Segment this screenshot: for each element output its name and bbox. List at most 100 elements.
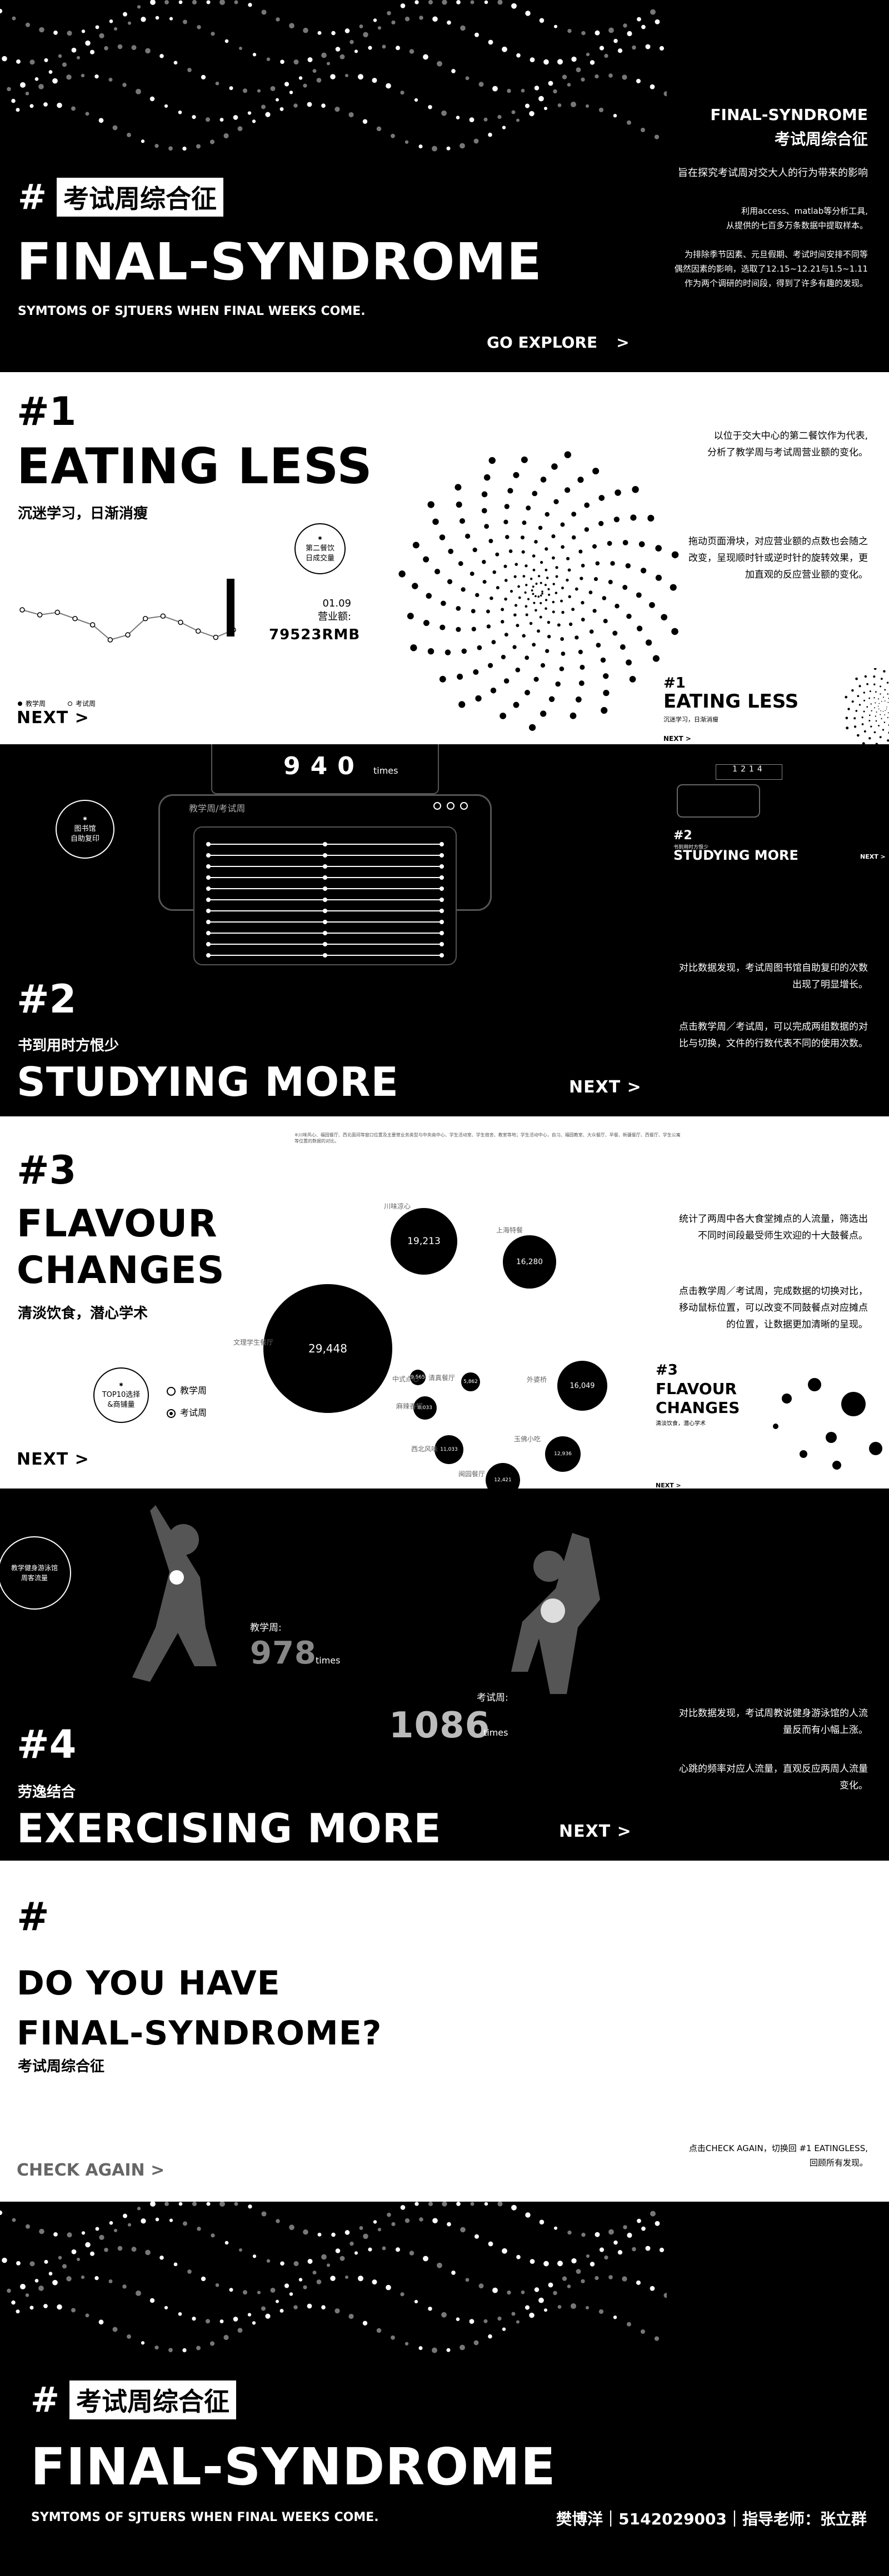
- pattern-dot: [543, 107, 548, 111]
- pattern-dot: [62, 2264, 67, 2269]
- pattern-dot: [567, 2284, 571, 2288]
- spiral-dot: [671, 628, 678, 635]
- pattern-dot: [373, 18, 377, 22]
- bubble[interactable]: 8,033: [413, 1396, 437, 1420]
- date-value: 01.09: [322, 598, 351, 609]
- pattern-dot: [655, 19, 660, 24]
- para-line: 回顾所有发现。: [809, 2158, 868, 2168]
- pattern-dot: [423, 54, 428, 60]
- pattern-dot: [460, 25, 466, 31]
- spiral-dot: [426, 593, 432, 599]
- next-button[interactable]: NEXT >: [17, 708, 89, 728]
- line-dot: [439, 931, 444, 935]
- revenue-value: 79523RMB: [269, 627, 361, 643]
- pattern-dot: [196, 2346, 201, 2351]
- pattern-dot: [404, 16, 410, 22]
- pattern-dot: [85, 40, 91, 46]
- right-intro: 旨在探究考试周对交大人的行为带来的影响: [678, 167, 868, 179]
- pattern-dot: [2, 2257, 7, 2263]
- spiral-dot: [533, 602, 536, 604]
- pattern-dot: [636, 2280, 641, 2285]
- section-subtitle: 清淡饮食，潜心学术: [18, 1305, 148, 1322]
- pattern-dot: [567, 83, 571, 87]
- bubble[interactable]: 12,936: [545, 1436, 581, 1472]
- pattern-dot: [362, 2321, 368, 2326]
- bubble[interactable]: 16,280: [503, 1235, 556, 1289]
- studying-more-thumbnail[interactable]: 1214 #2 书到用时方恨少 STUDYING MORE NEXT >: [671, 764, 889, 864]
- bubble[interactable]: 16,049: [557, 1361, 607, 1411]
- spiral-dot: [540, 560, 543, 564]
- spiral-dot: [863, 730, 866, 733]
- pattern-dot: [543, 2308, 548, 2312]
- pattern-dot: [104, 46, 108, 51]
- spiral-dot: [553, 499, 559, 504]
- pattern-dot: [20, 2283, 26, 2289]
- slider-handle[interactable]: [227, 579, 234, 637]
- next-button[interactable]: NEXT >: [17, 1450, 89, 1469]
- hero-subtitle: SYMTOMS OF SJTUERS WHEN FINAL WEEKS COME…: [18, 304, 366, 318]
- pattern-dot: [585, 104, 590, 108]
- next-button[interactable]: NEXT >: [569, 1077, 642, 1097]
- spiral-dot-visual[interactable]: [383, 439, 695, 744]
- exercising-more-section: 教学健身游泳馆 周客流量 教学周: 978 times 考试周: 1086 ti…: [0, 1489, 889, 1861]
- pattern-dot: [223, 2334, 229, 2341]
- spiral-dot: [575, 696, 582, 703]
- check-again-button[interactable]: CHECK AGAIN >: [17, 2161, 165, 2180]
- pattern-dot: [586, 52, 590, 57]
- conclusion-title: DO YOU HAVE FINAL-SYNDROME?: [17, 1958, 382, 2058]
- eating-less-thumbnail[interactable]: #1 EATING LESS 沉迷学习，日渐消瘦 NEXT >: [661, 668, 889, 744]
- pattern-dot: [127, 2223, 132, 2227]
- pattern-dot: [16, 108, 20, 112]
- thumb-title: FLAVOUR CHANGES: [656, 1380, 740, 1417]
- spiral-dot: [456, 606, 461, 611]
- next-button[interactable]: NEXT >: [559, 1822, 632, 1841]
- pattern-dot: [159, 54, 164, 58]
- pattern-dot: [67, 31, 72, 36]
- pattern-dot: [372, 78, 377, 83]
- footer-subtitle: SYMTOMS OF SJTUERS WHEN FINAL WEEKS COME…: [31, 2510, 379, 2524]
- bubble[interactable]: 12,421: [486, 1463, 520, 1489]
- flavour-thumbnail[interactable]: #3 FLAVOUR CHANGES 清淡饮食，潜心学术 NEXT >: [653, 1360, 889, 1489]
- line-dot: [323, 920, 327, 924]
- spiral-dot: [870, 725, 872, 728]
- pattern-dot: [488, 2334, 492, 2339]
- pattern-dot: [265, 2313, 271, 2319]
- pattern-dot: [12, 2218, 16, 2222]
- pattern-dot: [317, 2232, 322, 2237]
- spiral-dot: [522, 634, 526, 638]
- pattern-dot: [585, 2306, 590, 2310]
- spiral-dot: [880, 710, 881, 711]
- spiral-dot: [522, 520, 527, 525]
- pattern-dot: [409, 49, 414, 54]
- badge-line: &商铺量: [107, 1401, 135, 1409]
- bubble-chart[interactable]: 29,448 文理学生餐厅 19,213 川味凉心 16,280 上海特餐 16,049 外婆…: [0, 1116, 611, 1489]
- bubble[interactable]: 29,448: [263, 1284, 392, 1413]
- pattern-dot: [599, 2247, 605, 2252]
- pattern-dot: [237, 2328, 243, 2333]
- spiral-dot: [491, 640, 496, 644]
- pattern-dot: [141, 17, 146, 22]
- pattern-dot: [623, 2225, 627, 2229]
- bubble[interactable]: 11,033: [434, 1435, 463, 1464]
- bubble[interactable]: 9,565: [410, 1370, 426, 1385]
- week-toggle[interactable]: 教学周/考试周: [189, 803, 246, 814]
- pattern-dot: [334, 2308, 340, 2314]
- go-explore-button[interactable]: GO EXPLORE >: [487, 333, 630, 352]
- spiral-dot: [868, 697, 870, 699]
- pattern-dot: [52, 2279, 58, 2286]
- pattern-dot: [363, 32, 368, 38]
- pattern-dot: [149, 2298, 155, 2303]
- radio-teach-week[interactable]: 教学周: [167, 1380, 207, 1402]
- spiral-dot: [610, 561, 615, 566]
- bubble[interactable]: 5,862: [461, 1372, 480, 1391]
- pattern-dot: [71, 2308, 76, 2313]
- pattern-dot: [608, 27, 614, 33]
- radio-exam-week[interactable]: 考试周: [167, 1402, 207, 1424]
- bubble[interactable]: 19,213: [391, 1208, 457, 1275]
- spiral-dot: [638, 541, 645, 548]
- line-dot: [323, 898, 327, 902]
- spiral-dot: [439, 675, 446, 683]
- chevron-right-icon: >: [616, 333, 630, 352]
- spiral-dot: [514, 604, 518, 607]
- spiral-dot: [488, 663, 493, 668]
